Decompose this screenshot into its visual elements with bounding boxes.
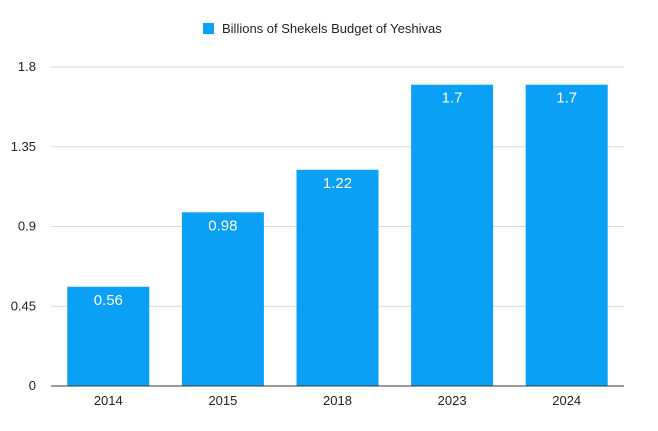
legend: Billions of Shekels Budget of Yeshivas [203, 21, 442, 36]
bar-2024 [525, 84, 608, 386]
x-tick-label: 2024 [552, 393, 581, 408]
data-label: 0.56 [94, 292, 123, 309]
legend-swatch [203, 23, 214, 34]
x-tick-label: 2014 [94, 393, 123, 408]
data-label: 1.7 [556, 90, 577, 107]
bar-2014 [67, 286, 150, 386]
x-axis-ticks: 2014 2015 2018 2023 2024 [94, 393, 581, 408]
bar-2023 [411, 84, 494, 386]
data-label: 1.7 [442, 90, 463, 107]
y-tick-label: 0.9 [18, 219, 36, 234]
x-tick-label: 2015 [208, 393, 237, 408]
bar-2018 [296, 169, 379, 386]
x-tick-label: 2023 [438, 393, 467, 408]
bar-2015 [181, 212, 264, 386]
data-label: 0.98 [208, 217, 237, 234]
bars [67, 84, 608, 386]
data-labels: 0.56 0.98 1.22 1.7 1.7 [94, 90, 577, 309]
legend-label: Billions of Shekels Budget of Yeshivas [222, 21, 442, 36]
y-tick-label: 0 [29, 378, 36, 393]
x-tick-label: 2018 [323, 393, 352, 408]
y-tick-label: 0.45 [11, 298, 36, 313]
y-tick-label: 1.8 [18, 59, 36, 74]
y-tick-label: 1.35 [11, 139, 36, 154]
y-axis-ticks: 0 0.45 0.9 1.35 1.8 [11, 59, 36, 393]
data-label: 1.22 [323, 175, 352, 192]
